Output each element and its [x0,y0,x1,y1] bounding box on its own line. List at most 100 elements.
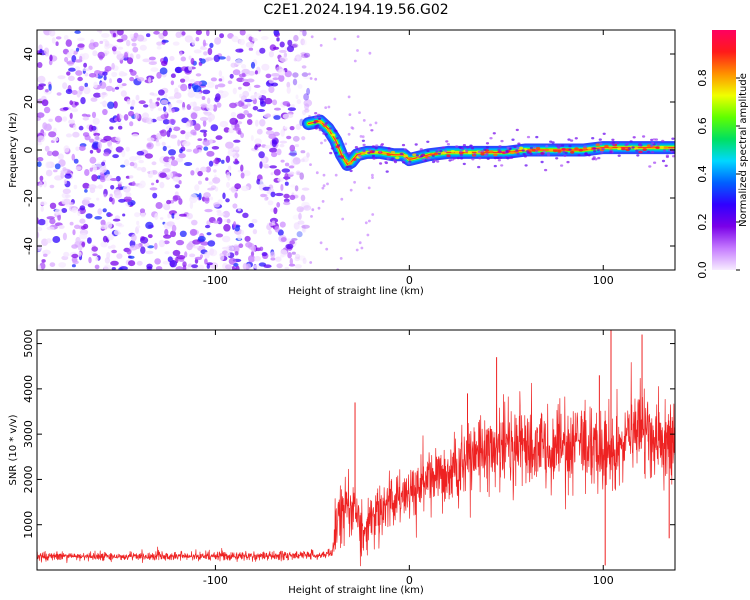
signal-hotspot [646,144,652,148]
noise-blob [126,39,131,47]
signal-fuzz [426,140,430,143]
noise-blob [254,138,262,145]
noise-blob [253,93,262,99]
noise-blob [237,129,242,135]
noise-blob [69,221,74,226]
signal-fuzz [592,156,596,159]
snr-panel: -100 0 100 1000 2000 3000 4000 5000 Height of s… [8,329,676,596]
noise-speck [322,173,326,177]
signal-fuzz [435,150,439,153]
signal-fuzz [498,145,502,148]
noise-blob [206,30,210,37]
noise-blob [206,104,215,111]
noise-blob [243,110,249,116]
noise-blob [292,157,301,165]
noise-blob [280,129,285,137]
signal-hotspot [343,159,349,163]
signal-fuzz [374,147,378,150]
signal-fuzz [318,128,322,132]
y-tick-label: 0 [22,147,35,154]
noise-blob [242,262,248,270]
noise-blob [66,61,75,65]
noise-blob [299,31,303,36]
noise-blob [117,46,124,50]
noise-blob [46,150,53,157]
noise-blob [197,235,206,242]
noise-blob [116,113,120,122]
signal-fuzz [672,151,675,154]
noise-blob [259,119,266,127]
signal-fuzz [483,148,487,151]
signal-fuzz [547,153,551,157]
noise-speck [333,37,337,41]
noise-blob [219,33,225,39]
noise-blob [111,46,117,52]
noise-speck [371,173,374,177]
noise-blob [297,84,303,89]
noise-blob [300,38,306,46]
noise-blob [212,160,216,164]
signal-fuzz [334,151,338,155]
noise-blob [92,117,100,125]
signal-fuzz [584,152,588,155]
noise-blob [225,141,234,149]
snr-series-line [37,362,675,567]
x-tick-label: 0 [406,574,413,587]
noise-blob [92,50,98,57]
noise-blob [78,125,84,131]
noise-blob [135,226,139,234]
noise-blob [39,175,44,182]
noise-blob [69,107,78,112]
signal-fuzz [489,137,493,140]
noise-blob [97,208,103,215]
noise-blob [209,138,213,145]
noise-blob [303,99,313,107]
noise-blob [128,175,134,179]
noise-blob [279,254,285,258]
noise-blob [292,214,301,220]
noise-blob [216,212,225,217]
noise-speck [367,186,371,190]
noise-blob [65,133,73,138]
noise-blob [280,237,287,242]
noise-blob [227,174,231,181]
noise-blob [162,260,170,265]
signal-fuzz [542,150,546,153]
signal-fuzz [529,146,534,150]
noise-blob [194,256,203,261]
noise-blob [254,70,258,75]
signal-fuzz [426,149,430,153]
signal-fuzz [466,146,470,149]
signal-fuzz [444,149,448,153]
signal-fuzz [567,138,571,141]
snr-ylabel: SNR (10 * v/v) [8,414,19,485]
noise-blob [100,219,106,226]
noise-blob [65,194,71,199]
noise-blob [230,111,237,118]
noise-blob [233,146,240,151]
noise-blob [78,145,86,151]
noise-blob [175,266,184,270]
y-tick-label: 1000 [22,511,35,539]
noise-blob [253,255,261,262]
noise-blob [78,251,82,257]
noise-blob [49,218,56,225]
noise-blob [273,169,281,176]
noise-blob [295,56,300,61]
signal-fuzz [557,146,561,149]
noise-blob [37,138,42,143]
noise-blob [102,108,108,116]
noise-blob [303,76,311,80]
noise-blob [109,193,113,199]
noise-blob [73,158,79,164]
noise-blob [253,84,261,88]
noise-blob [54,175,63,181]
noise-blob [237,208,241,212]
signal-hotspot [621,147,626,151]
noise-blob [303,93,309,101]
noise-blob [299,30,305,33]
signal-fuzz [517,142,521,145]
noise-blob [268,51,274,58]
noise-blob [99,174,107,183]
noise-blob [136,150,145,156]
